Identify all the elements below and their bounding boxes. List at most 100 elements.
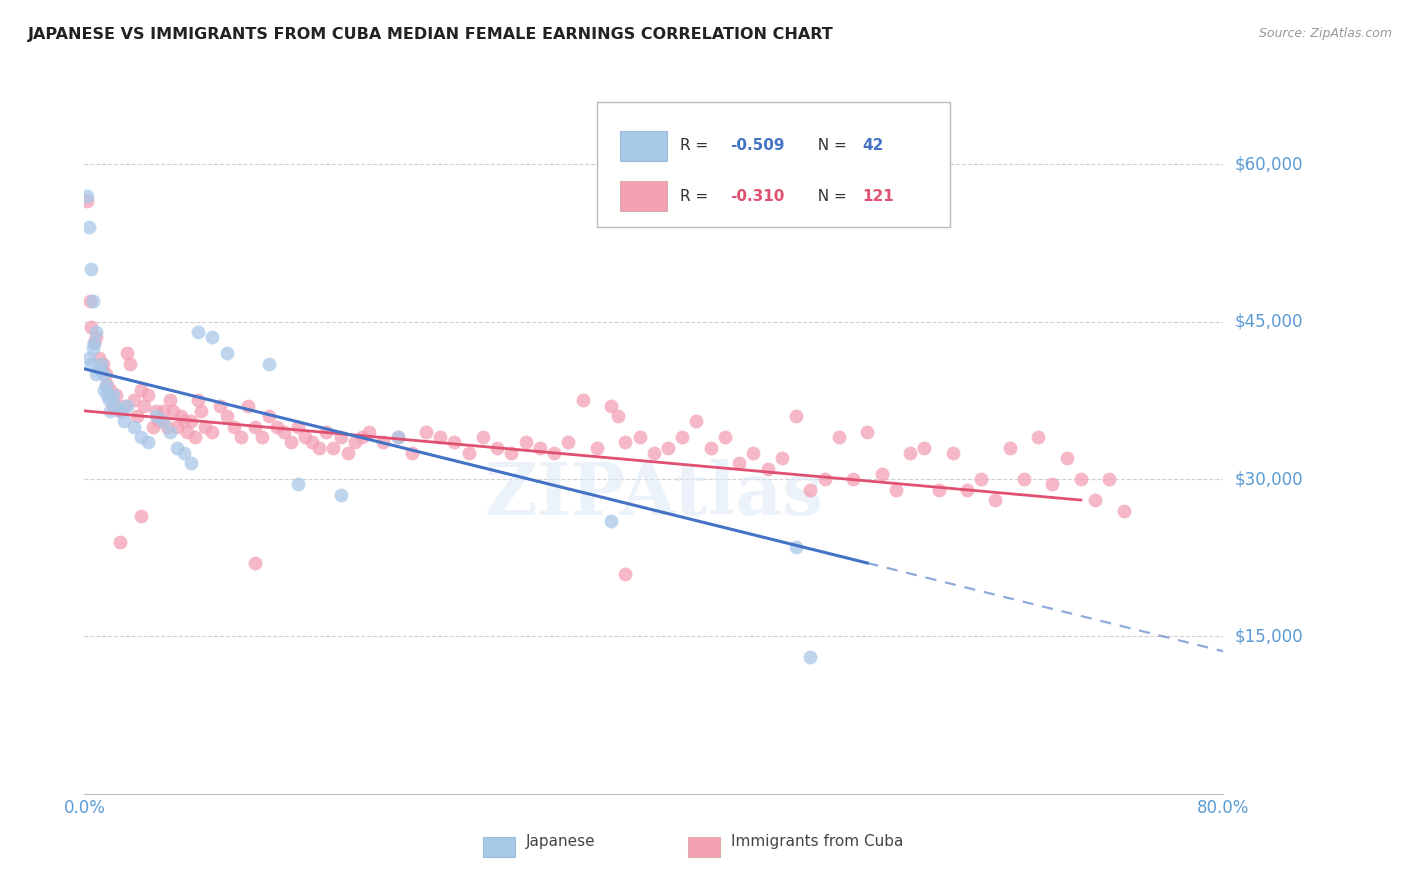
Point bbox=[273, 425, 295, 439]
Text: $30,000: $30,000 bbox=[1234, 470, 1303, 488]
Point bbox=[245, 556, 267, 570]
Point bbox=[1112, 503, 1135, 517]
Point bbox=[1042, 477, 1064, 491]
Bar bbox=[620, 181, 668, 211]
Point bbox=[91, 357, 114, 371]
Point bbox=[80, 357, 103, 371]
Point bbox=[82, 293, 104, 308]
Point bbox=[173, 414, 195, 428]
Point bbox=[122, 393, 145, 408]
Point bbox=[1084, 493, 1107, 508]
Point bbox=[98, 383, 121, 397]
Point bbox=[1098, 472, 1121, 486]
Text: N =: N = bbox=[807, 138, 851, 153]
Point bbox=[998, 441, 1021, 455]
Text: N =: N = bbox=[807, 189, 851, 204]
Point bbox=[387, 430, 409, 444]
Point bbox=[76, 194, 98, 208]
Point bbox=[101, 388, 124, 402]
Point bbox=[1056, 451, 1078, 466]
Point bbox=[671, 430, 693, 444]
Point bbox=[373, 435, 395, 450]
Point bbox=[343, 435, 366, 450]
Text: 42: 42 bbox=[862, 138, 883, 153]
Point bbox=[685, 414, 707, 428]
Point bbox=[104, 388, 127, 402]
Point bbox=[557, 435, 579, 450]
Point bbox=[208, 399, 231, 413]
Point bbox=[898, 446, 921, 460]
Point bbox=[742, 446, 765, 460]
Point bbox=[90, 362, 112, 376]
Point bbox=[1070, 472, 1092, 486]
Point bbox=[166, 441, 188, 455]
Point bbox=[415, 425, 437, 439]
Point bbox=[359, 425, 381, 439]
Point bbox=[138, 435, 160, 450]
Point bbox=[138, 388, 160, 402]
Point bbox=[714, 430, 737, 444]
Point bbox=[131, 508, 153, 523]
Point bbox=[152, 404, 174, 418]
Point bbox=[80, 262, 103, 277]
Point bbox=[180, 456, 202, 470]
Point bbox=[94, 367, 117, 381]
Point bbox=[429, 430, 451, 444]
Point bbox=[529, 441, 551, 455]
Point bbox=[159, 393, 181, 408]
Point bbox=[115, 399, 138, 413]
Point bbox=[329, 488, 352, 502]
Point bbox=[84, 330, 107, 344]
Point bbox=[166, 419, 188, 434]
Point bbox=[814, 472, 837, 486]
Point bbox=[134, 399, 156, 413]
Point bbox=[984, 493, 1007, 508]
Point bbox=[194, 419, 217, 434]
Point bbox=[728, 456, 751, 470]
Point bbox=[287, 477, 309, 491]
Point bbox=[770, 451, 793, 466]
Point bbox=[145, 409, 167, 423]
Point bbox=[77, 351, 100, 366]
Point bbox=[125, 409, 148, 423]
Point bbox=[83, 335, 105, 350]
Point bbox=[956, 483, 979, 497]
Point bbox=[586, 441, 609, 455]
Point bbox=[190, 404, 212, 418]
Point bbox=[82, 341, 104, 355]
Point bbox=[84, 325, 107, 339]
Point bbox=[108, 404, 131, 418]
Text: $60,000: $60,000 bbox=[1234, 155, 1303, 173]
Point bbox=[543, 446, 565, 460]
Point bbox=[515, 435, 537, 450]
Text: ZIPAtlas: ZIPAtlas bbox=[484, 458, 824, 530]
Point bbox=[201, 330, 224, 344]
Point bbox=[785, 541, 807, 555]
Point bbox=[162, 404, 184, 418]
Point bbox=[828, 430, 851, 444]
Text: 121: 121 bbox=[862, 189, 894, 204]
Point bbox=[970, 472, 993, 486]
Bar bbox=[688, 837, 720, 856]
Point bbox=[643, 446, 665, 460]
Point bbox=[315, 425, 337, 439]
Point bbox=[101, 399, 124, 413]
Point bbox=[131, 430, 153, 444]
Point bbox=[266, 419, 288, 434]
Text: -0.509: -0.509 bbox=[730, 138, 785, 153]
Point bbox=[156, 419, 179, 434]
Point bbox=[912, 441, 935, 455]
Text: R =: R = bbox=[681, 138, 713, 153]
Point bbox=[287, 419, 309, 434]
Point bbox=[83, 335, 105, 350]
Point bbox=[159, 425, 181, 439]
Point bbox=[252, 430, 274, 444]
FancyBboxPatch shape bbox=[598, 102, 950, 227]
Point bbox=[80, 319, 103, 334]
Point bbox=[152, 414, 174, 428]
Point bbox=[76, 188, 98, 202]
Point bbox=[700, 441, 723, 455]
Point bbox=[97, 393, 120, 408]
Point bbox=[756, 461, 779, 475]
Point bbox=[870, 467, 893, 481]
